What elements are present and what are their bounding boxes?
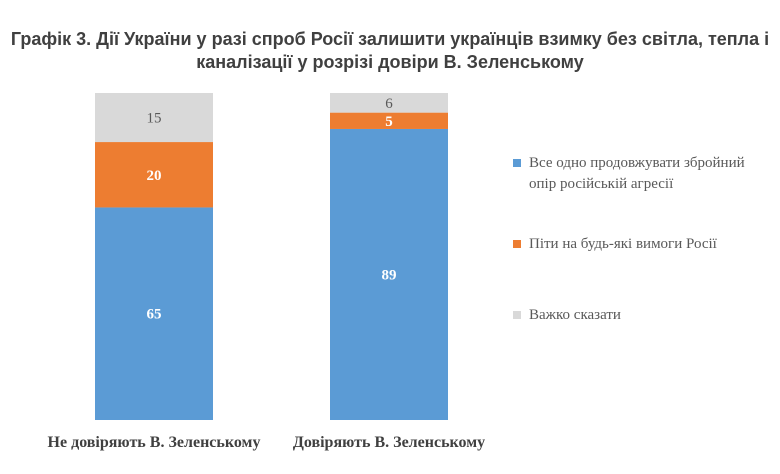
category-label-0: Не довіряють В. Зеленському xyxy=(48,434,261,451)
chart-title: Графік 3. Дії України у разі спроб Росії… xyxy=(0,28,780,74)
value-label-1-0: 89 xyxy=(382,267,397,283)
category-label-1: Довіряють В. Зеленському xyxy=(293,434,485,451)
legend-swatch-2 xyxy=(513,311,521,319)
bar-segment-1-0 xyxy=(330,128,448,420)
bar-segment-1-2 xyxy=(330,93,448,113)
legend-swatch-1 xyxy=(513,240,521,248)
bar-segment-1-1 xyxy=(330,112,448,129)
chart-title-line-2: каналізації у розрізі довіри В. Зеленськ… xyxy=(196,52,584,72)
bar-segment-0-0 xyxy=(95,207,213,420)
value-labels-group: 65 20 15 89 5 6 xyxy=(147,96,397,323)
bar-segment-0-1 xyxy=(95,142,213,208)
legend-swatch-0 xyxy=(513,159,521,167)
legend-label-2: Важко сказати xyxy=(529,307,621,323)
value-label-1-1: 5 xyxy=(385,114,393,130)
value-label-0-2: 15 xyxy=(147,111,162,127)
value-label-1-2: 6 xyxy=(385,96,393,112)
chart-title-line-1: Графік 3. Дії України у разі спроб Росії… xyxy=(10,29,770,49)
value-label-0-0: 65 xyxy=(147,307,162,323)
legend-label-1: Піти на будь-які вимоги Росії xyxy=(529,236,717,252)
value-label-0-1: 20 xyxy=(147,168,162,184)
category-labels-group: Не довіряють В. Зеленському Довіряють В. … xyxy=(48,434,486,451)
bars-group xyxy=(95,93,448,420)
legend-label-0: Все одно продовжувати збройний опір росі… xyxy=(529,155,745,192)
bar-segment-0-2 xyxy=(95,93,213,143)
